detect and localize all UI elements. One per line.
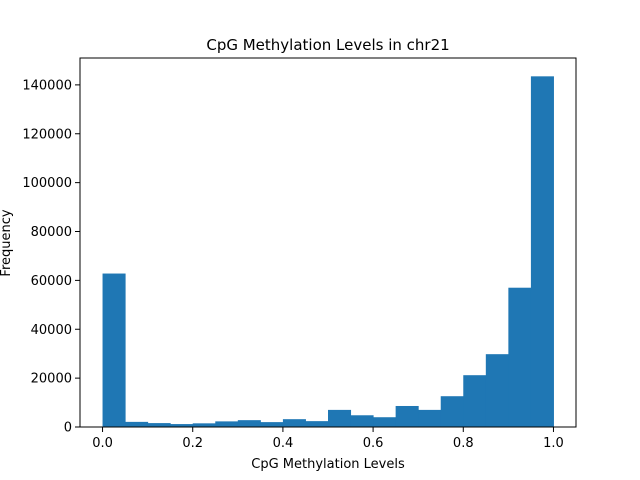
histogram-bar (508, 287, 532, 427)
histogram-bar (102, 273, 126, 427)
histogram-bar (125, 421, 149, 427)
y-tick-label: 80000 (31, 225, 72, 240)
histogram-bar (237, 420, 261, 427)
histogram-bar (192, 423, 216, 427)
y-tick-label: 20000 (31, 372, 72, 387)
histogram-bar (328, 409, 352, 427)
x-tick-label: 0.8 (453, 436, 474, 451)
histogram-bar (170, 424, 194, 427)
histogram-bar (282, 419, 306, 427)
histogram-bar (395, 405, 419, 427)
y-tick-label: 40000 (31, 323, 72, 338)
histogram-bar (440, 396, 464, 427)
y-tick-label: 120000 (22, 127, 72, 142)
x-tick-label: 0.2 (182, 436, 203, 451)
x-tick-label: 0.4 (273, 436, 294, 451)
histogram-bar (530, 76, 554, 427)
y-tick-label: 140000 (22, 78, 72, 93)
histogram-bar (215, 421, 239, 427)
x-tick-label: 0.0 (92, 436, 113, 451)
x-tick-label: 0.6 (363, 436, 384, 451)
plot-frame (79, 57, 577, 428)
x-axis-label: CpG Methylation Levels (251, 457, 405, 472)
histogram-bar (350, 415, 374, 427)
histogram-bar (373, 417, 397, 427)
histogram-bar (418, 409, 442, 427)
histogram-bar (463, 375, 487, 427)
y-axis-label: Frequency (0, 209, 14, 276)
x-axis-ticks: 0.0 0.2 0.4 0.6 0.8 1.0 (92, 427, 564, 451)
y-tick-label: 0 (64, 421, 72, 436)
y-tick-label: 100000 (22, 176, 72, 191)
histogram-bar (260, 422, 284, 427)
histogram-bar (147, 423, 171, 427)
histogram-bar (305, 421, 329, 427)
chart-title: CpG Methylation Levels in chr21 (206, 36, 449, 54)
y-axis-ticks: 0 20000 40000 60000 80000 100000 120000 140000 (22, 78, 80, 436)
histogram-bar (485, 354, 509, 427)
histogram-bars (102, 76, 554, 427)
y-tick-label: 60000 (31, 274, 72, 289)
x-tick-label: 1.0 (543, 436, 564, 451)
